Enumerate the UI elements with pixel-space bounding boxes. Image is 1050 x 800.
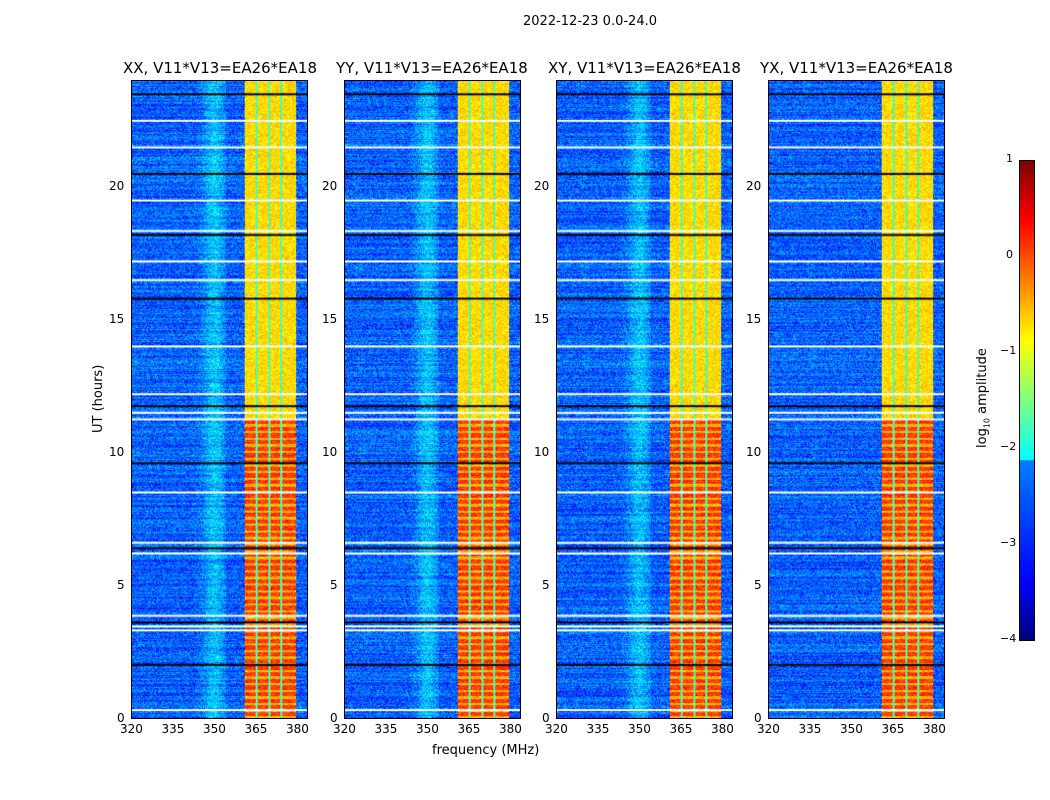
heatmap-panel-2 [344,80,521,719]
y-tick-label: 20 [322,178,338,193]
y-tick-label: 10 [534,444,550,459]
y-tick-label: 15 [534,311,550,326]
x-tick-label: 350 [415,722,439,736]
x-tick-label: 335 [798,722,822,736]
x-tick-label: 365 [244,722,268,736]
colorbar-label: log10 amplitude [975,348,992,448]
x-tick-label: 380 [710,722,734,736]
panel-title: XY, V11*V13=EA26*EA18 [548,59,741,77]
x-tick-label: 350 [627,722,651,736]
y-tick-label: 5 [542,577,550,592]
y-tick-label: 5 [117,577,125,592]
colorbar-tick-label: −1 [1000,344,1017,357]
y-tick-label: 5 [330,577,338,592]
y-tick-label: 15 [109,311,125,326]
colorbar [1019,160,1035,641]
x-axis-label: frequency (MHz) [432,743,540,758]
panel-title: YX, V11*V13=EA26*EA18 [760,59,953,77]
x-tick-label: 335 [586,722,610,736]
colorbar-tick-label: −3 [1000,536,1017,549]
colorbar-tick-label: −4 [1000,632,1017,645]
y-tick-label: 20 [534,178,550,193]
colorbar-tick-label: 0 [1006,248,1013,261]
figure-title: 2022-12-23 0.0-24.0 [523,14,657,29]
heatmap-panel-3 [556,80,733,719]
y-tick-label: 15 [746,311,762,326]
panel-title: YY, V11*V13=EA26*EA18 [336,59,528,77]
x-tick-label: 380 [285,722,309,736]
x-tick-label: 320 [757,722,780,736]
y-tick-label: 20 [109,178,125,193]
x-tick-label: 320 [333,722,356,736]
y-tick-label: 0 [117,711,125,725]
x-tick-label: 365 [881,722,905,736]
x-tick-label: 320 [545,722,568,736]
y-tick-label: 0 [330,711,338,725]
y-tick-label: 0 [754,711,762,725]
y-tick-label: 20 [746,178,762,193]
heatmap-panel-4 [768,80,945,719]
x-tick-label: 365 [457,722,481,736]
y-tick-label: 10 [109,444,125,459]
y-axis-label: UT (hours) [91,364,106,433]
x-tick-label: 335 [161,722,185,736]
x-tick-label: 335 [374,722,398,736]
heatmap-panel-1 [131,80,308,719]
panel-title: XX, V11*V13=EA26*EA18 [123,59,318,77]
x-tick-label: 380 [498,722,522,736]
y-tick-label: 10 [322,444,338,459]
x-tick-label: 365 [669,722,693,736]
y-tick-label: 10 [746,444,762,459]
x-tick-label: 380 [922,722,946,736]
x-tick-label: 350 [202,722,226,736]
x-tick-label: 320 [120,722,143,736]
colorbar-tick-label: −2 [1000,440,1017,453]
y-tick-label: 15 [322,311,338,326]
y-tick-label: 0 [542,711,550,725]
x-tick-label: 350 [839,722,863,736]
colorbar-tick-label: 1 [1006,152,1013,165]
y-tick-label: 5 [754,577,762,592]
